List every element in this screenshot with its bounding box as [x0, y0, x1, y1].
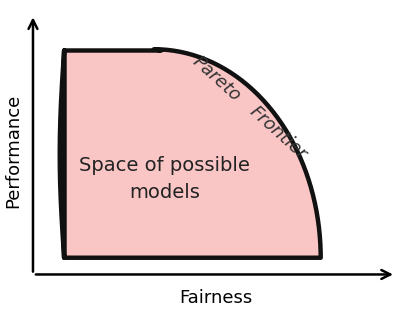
Text: Frontier: Frontier — [246, 103, 311, 163]
Text: Fairness: Fairness — [180, 289, 253, 307]
Text: Performance: Performance — [4, 94, 22, 208]
Polygon shape — [60, 49, 321, 258]
Text: Space of possible
models: Space of possible models — [79, 156, 250, 202]
Text: Pareto: Pareto — [189, 53, 244, 105]
